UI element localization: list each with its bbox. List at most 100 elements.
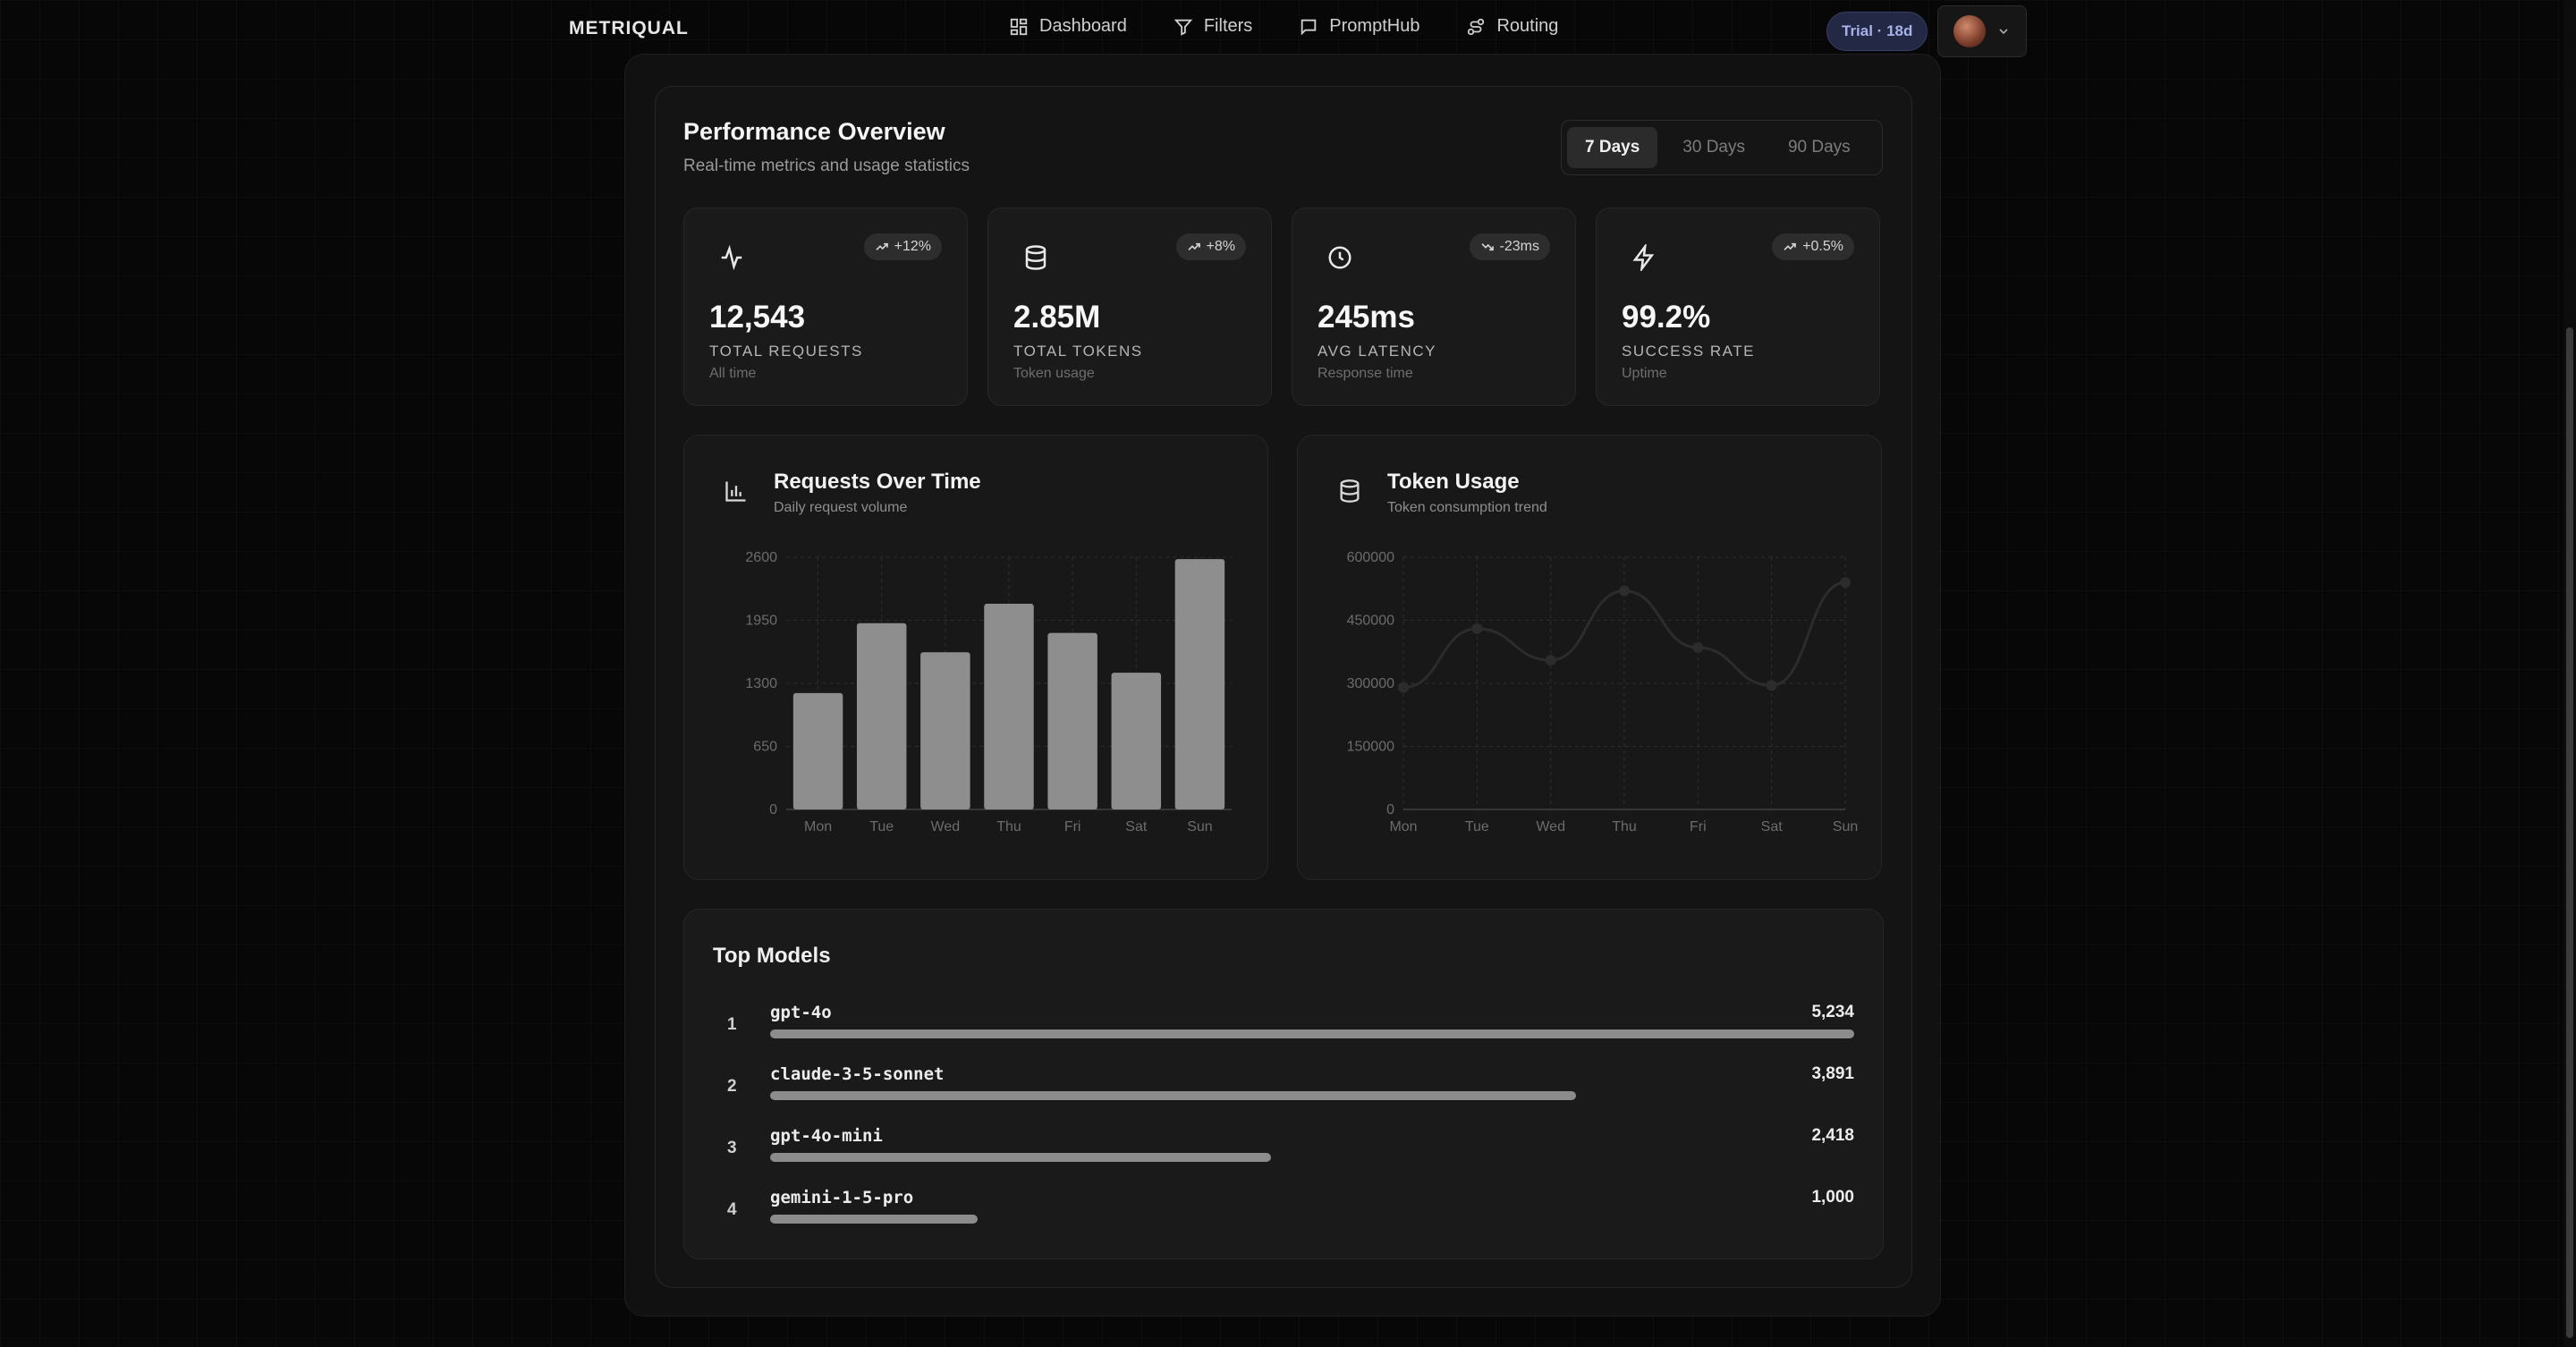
bar-sat <box>1111 673 1162 809</box>
y-tick-label: 150000 <box>1347 740 1394 755</box>
model-name: gemini-1-5-pro <box>770 1188 914 1207</box>
chart-title: Requests Over Time <box>774 470 981 494</box>
nav-links: Dashboard Filters PromptHub Routing <box>1009 16 1558 37</box>
y-tick-label: 1300 <box>745 676 777 691</box>
usage-bar <box>770 1215 1854 1224</box>
trending-up-icon <box>1784 242 1797 250</box>
y-tick-label: 0 <box>769 802 777 818</box>
stat-sub: All time <box>709 366 757 381</box>
x-tick-label: Sun <box>1833 819 1858 834</box>
page-scrollbar[interactable] <box>2563 0 2576 1347</box>
usage-bar-fill <box>770 1091 1576 1100</box>
model-row[interactable]: 4 gemini-1-5-pro 1,000 <box>684 1186 1885 1240</box>
token-line-chart: 0 150000 300000 450000 600000 Mon Tue Wed Thu Fri… <box>1347 550 1859 834</box>
model-name: gpt-4o <box>770 1003 832 1022</box>
model-count: 2,418 <box>1811 1126 1854 1145</box>
nav-label: PromptHub <box>1329 16 1420 36</box>
page-title: Performance Overview <box>683 118 945 145</box>
nav-item-prompthub[interactable]: PromptHub <box>1299 16 1419 37</box>
range-90-days[interactable]: 90 Days <box>1787 138 1851 157</box>
trial-badge[interactable]: Trial · 18d <box>1826 12 1928 51</box>
chart-subtitle: Daily request volume <box>774 500 908 515</box>
trend-value: -23ms <box>1499 239 1539 254</box>
stat-card-total-tokens: +8% 2.85M TOTAL TOKENS Token usage <box>987 208 1272 406</box>
stat-label: TOTAL TOKENS <box>1013 343 1143 360</box>
usage-bar <box>770 1091 1854 1100</box>
stat-sub: Uptime <box>1622 366 1667 381</box>
message-icon <box>1301 19 1317 36</box>
x-tick-label: Sun <box>1187 819 1212 834</box>
usage-bar-fill <box>770 1153 1271 1162</box>
trend-badge: -23ms <box>1469 233 1550 260</box>
x-tick-label: Mon <box>1389 819 1417 834</box>
y-tick-label: 450000 <box>1347 614 1394 629</box>
y-tick-label: 300000 <box>1347 676 1394 691</box>
bar-fri <box>1047 632 1097 809</box>
point-tue <box>1471 623 1483 634</box>
token-chart-card: Token Usage Token consumption trend 0 150… <box>1297 435 1882 880</box>
model-rank: 2 <box>727 1077 737 1096</box>
point-fri <box>1692 642 1704 654</box>
database-icon <box>1340 479 1360 503</box>
clock-icon <box>1328 246 1352 269</box>
app-logo[interactable]: METRIQUAL <box>569 18 689 38</box>
activity-icon <box>721 244 742 271</box>
range-7-days[interactable]: 7 Days <box>1567 127 1658 168</box>
x-tick-label: Tue <box>1465 819 1489 834</box>
x-tick-label: Thu <box>1612 819 1637 834</box>
section-title: Top Models <box>713 944 831 968</box>
trend-badge: +8% <box>1175 233 1246 260</box>
model-row[interactable]: 2 claude-3-5-sonnet 3,891 <box>684 1063 1885 1116</box>
x-tick-label: Wed <box>931 819 961 834</box>
bar-mon <box>792 692 843 809</box>
trending-down-icon <box>1480 243 1494 251</box>
nav-item-filters[interactable]: Filters <box>1174 16 1252 37</box>
point-mon <box>1398 682 1409 693</box>
y-tick-label: 650 <box>753 740 777 755</box>
bar-sun <box>1174 559 1225 809</box>
trend-badge: +12% <box>863 233 942 260</box>
trend-value: +12% <box>894 239 931 254</box>
filter-icon <box>1174 19 1193 36</box>
scrollbar-thumb[interactable] <box>2566 327 2573 1338</box>
model-count: 3,891 <box>1811 1064 1854 1083</box>
routing-icon <box>1468 18 1485 35</box>
chart-subtitle: Token consumption trend <box>1387 500 1547 515</box>
range-30-days[interactable]: 30 Days <box>1682 138 1745 157</box>
database-icon <box>1025 245 1046 270</box>
y-tick-label: 600000 <box>1347 550 1394 565</box>
nav-label: Filters <box>1203 16 1253 36</box>
chevron-down-icon <box>1999 29 2008 35</box>
point-thu <box>1619 585 1630 597</box>
x-tick-label: Fri <box>1064 819 1081 834</box>
y-tick-label: 1950 <box>745 614 777 629</box>
usage-bar <box>770 1153 1854 1162</box>
stat-value: 245ms <box>1318 300 1415 335</box>
trending-up-icon <box>1187 242 1200 250</box>
stat-label: SUCCESS RATE <box>1622 343 1755 360</box>
trend-value: +0.5% <box>1802 239 1843 254</box>
model-row[interactable]: 3 gpt-4o-mini 2,418 <box>684 1124 1885 1178</box>
nav-item-dashboard[interactable]: Dashboard <box>1009 16 1127 37</box>
chart-title: Token Usage <box>1387 470 1520 494</box>
model-row[interactable]: 1 gpt-4o 5,234 <box>684 1001 1885 1055</box>
top-navigation: METRIQUAL Dashboard Filters PromptHub Ro… <box>0 0 2576 61</box>
user-menu-button[interactable] <box>1937 5 2027 57</box>
page-subtitle: Real-time metrics and usage statistics <box>683 157 970 175</box>
lightning-icon <box>1632 244 1655 271</box>
stat-card-total-requests: +12% 12,543 TOTAL REQUESTS All time <box>683 208 968 406</box>
x-tick-label: Wed <box>1536 819 1565 834</box>
y-tick-label: 2600 <box>745 550 777 565</box>
time-range-selector: 7 Days 30 Days 90 Days <box>1561 120 1883 175</box>
model-name: gpt-4o-mini <box>770 1126 883 1146</box>
bar-tue <box>856 623 907 809</box>
point-wed <box>1545 655 1556 666</box>
stat-value: 99.2% <box>1622 300 1711 335</box>
usage-bar-fill <box>770 1029 1854 1038</box>
usage-bar-fill <box>770 1215 978 1224</box>
bar-wed <box>920 652 970 809</box>
nav-label: Dashboard <box>1039 16 1127 36</box>
nav-item-routing[interactable]: Routing <box>1466 16 1558 37</box>
model-count: 5,234 <box>1811 1003 1854 1021</box>
x-tick-label: Sat <box>1761 819 1784 834</box>
